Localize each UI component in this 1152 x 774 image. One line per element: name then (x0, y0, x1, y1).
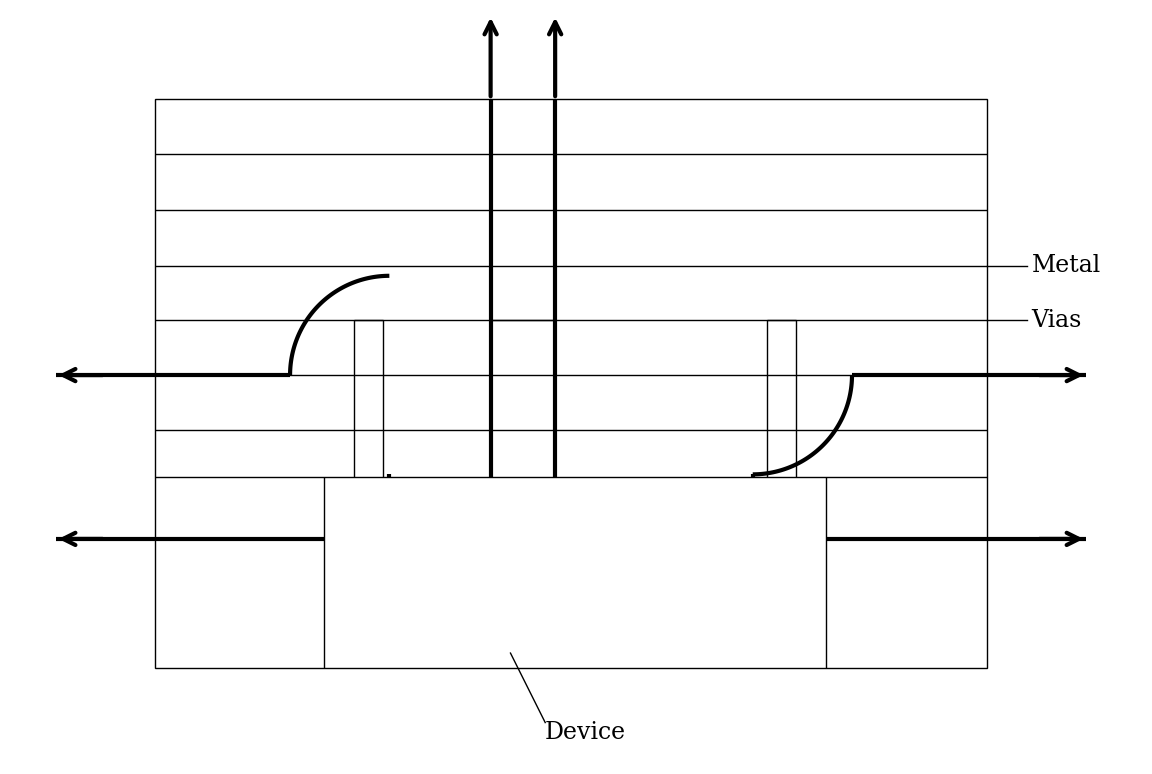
Text: Metal: Metal (1032, 255, 1101, 277)
Text: Device: Device (545, 721, 626, 744)
Text: Vias: Vias (1032, 309, 1082, 332)
Bar (156, 99, 987, 668)
